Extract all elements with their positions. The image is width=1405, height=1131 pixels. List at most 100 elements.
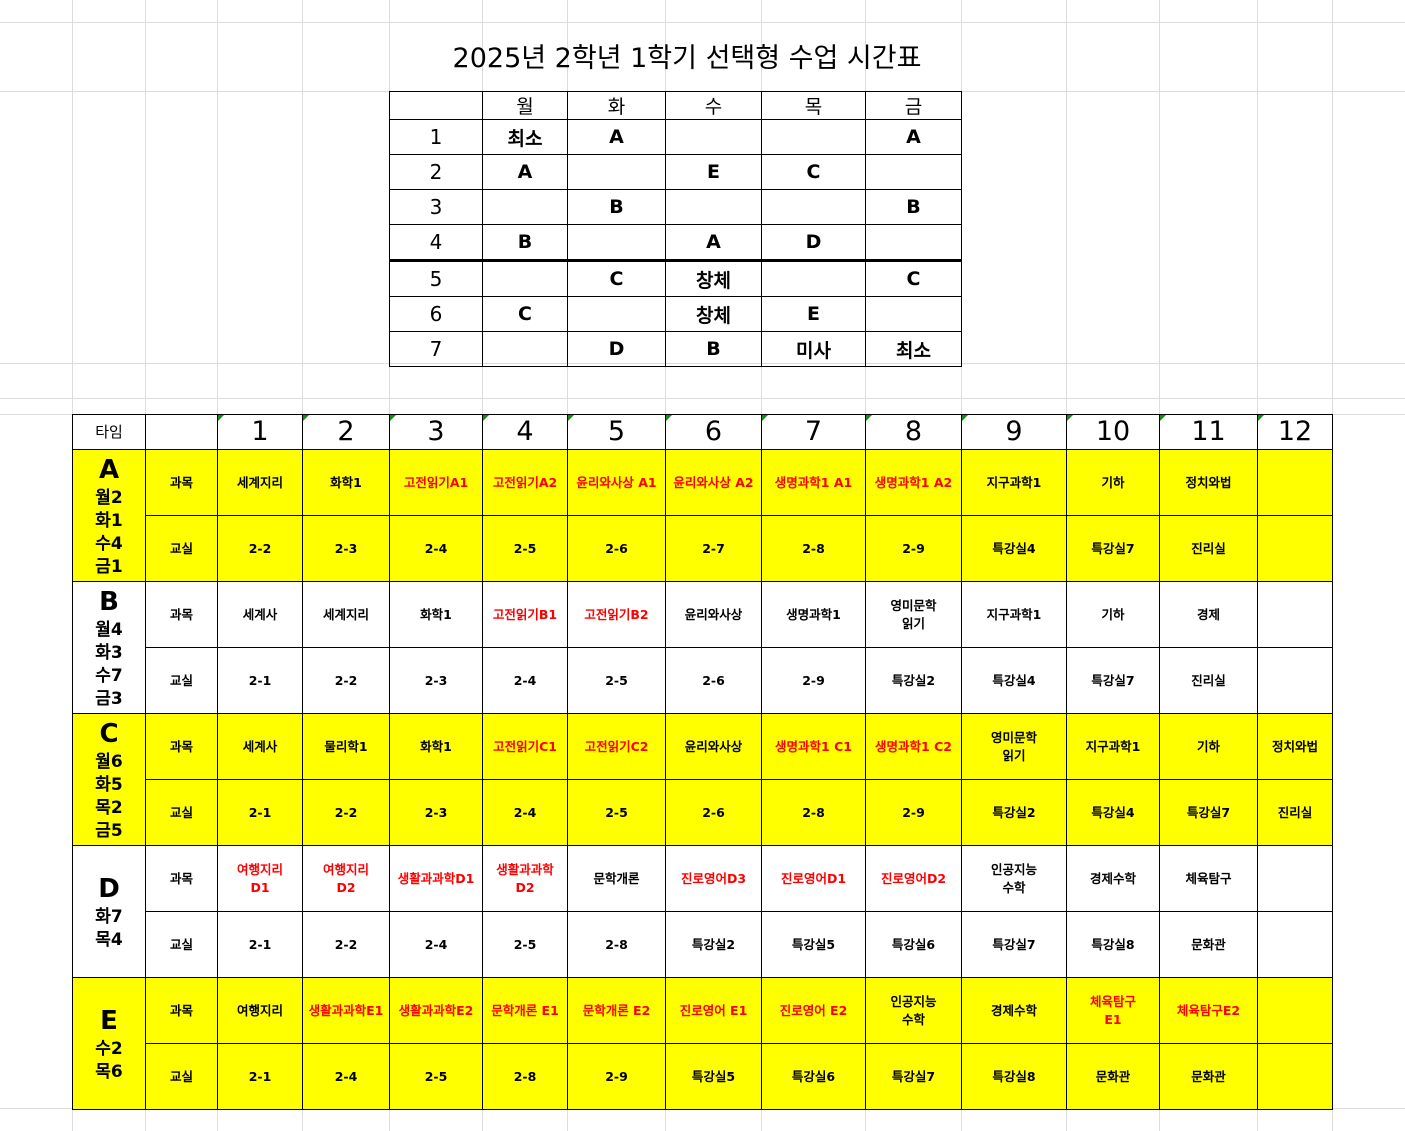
subject-cell[interactable]: 체육탐구 bbox=[1159, 845, 1258, 912]
subject-cell[interactable]: 고전읽기B1 bbox=[482, 581, 568, 648]
subject-cell[interactable]: 영미문학 읽기 bbox=[865, 581, 962, 648]
room-cell[interactable]: 2-6 bbox=[665, 647, 762, 714]
room-cell[interactable]: 특강실7 bbox=[1066, 515, 1160, 582]
subject-cell[interactable]: 생활과과학E2 bbox=[389, 977, 483, 1044]
room-cell[interactable]: 2-5 bbox=[482, 911, 568, 978]
timetable-cell[interactable]: C bbox=[567, 259, 666, 297]
room-cell[interactable]: 문화관 bbox=[1159, 1043, 1258, 1110]
room-cell[interactable] bbox=[1257, 647, 1333, 714]
subject-cell[interactable]: 진로영어 E2 bbox=[761, 977, 866, 1044]
timetable-cell[interactable]: A bbox=[567, 119, 666, 155]
subject-cell[interactable]: 고전읽기C2 bbox=[567, 713, 666, 780]
timetable-cell[interactable] bbox=[665, 119, 762, 155]
timetable-cell[interactable]: B bbox=[482, 224, 568, 261]
room-cell[interactable]: 특강실4 bbox=[1066, 779, 1160, 846]
subject-cell[interactable]: 진로영어D1 bbox=[761, 845, 866, 912]
room-cell[interactable]: 2-4 bbox=[482, 779, 568, 846]
room-cell[interactable] bbox=[1257, 515, 1333, 582]
room-cell[interactable]: 2-2 bbox=[302, 911, 390, 978]
subject-cell[interactable]: 생활과과학E1 bbox=[302, 977, 390, 1044]
room-cell[interactable]: 2-1 bbox=[217, 779, 303, 846]
timetable-cell[interactable] bbox=[567, 296, 666, 332]
subject-cell[interactable]: 기하 bbox=[1066, 449, 1160, 516]
timetable-cell[interactable]: A bbox=[665, 224, 762, 261]
room-cell[interactable]: 특강실7 bbox=[961, 911, 1067, 978]
subject-cell[interactable]: 윤리와사상 bbox=[665, 581, 762, 648]
timetable-cell[interactable]: D bbox=[761, 224, 866, 261]
room-cell[interactable]: 2-5 bbox=[389, 1043, 483, 1110]
subject-cell[interactable]: 기하 bbox=[1159, 713, 1258, 780]
subject-cell[interactable]: 문학개론 bbox=[567, 845, 666, 912]
subject-cell[interactable]: 물리학1 bbox=[302, 713, 390, 780]
subject-cell[interactable]: 세계사 bbox=[217, 581, 303, 648]
timetable-cell[interactable] bbox=[761, 189, 866, 225]
room-cell[interactable]: 특강실6 bbox=[865, 911, 962, 978]
subject-cell[interactable]: 윤리와사상 A2 bbox=[665, 449, 762, 516]
room-cell[interactable]: 2-1 bbox=[217, 647, 303, 714]
room-cell[interactable]: 2-5 bbox=[567, 779, 666, 846]
subject-cell[interactable]: 생명과학1 C2 bbox=[865, 713, 962, 780]
room-cell[interactable]: 특강실4 bbox=[961, 515, 1067, 582]
timetable-cell[interactable] bbox=[761, 259, 866, 297]
subject-cell[interactable]: 지구과학1 bbox=[961, 581, 1067, 648]
subject-cell[interactable]: 기하 bbox=[1066, 581, 1160, 648]
subject-cell[interactable]: 체육탐구E2 bbox=[1159, 977, 1258, 1044]
subject-cell[interactable]: 정치와법 bbox=[1159, 449, 1258, 516]
timetable-cell[interactable]: C bbox=[865, 259, 962, 297]
timetable-cell[interactable] bbox=[865, 154, 962, 190]
timetable-cell[interactable] bbox=[567, 154, 666, 190]
subject-cell[interactable]: 지구과학1 bbox=[961, 449, 1067, 516]
subject-cell[interactable]: 생명과학1 C1 bbox=[761, 713, 866, 780]
room-cell[interactable]: 진리실 bbox=[1159, 515, 1258, 582]
room-cell[interactable]: 특강실7 bbox=[865, 1043, 962, 1110]
timetable-cell[interactable]: C bbox=[761, 154, 866, 190]
subject-cell[interactable]: 세계지리 bbox=[217, 449, 303, 516]
timetable-cell[interactable] bbox=[665, 189, 762, 225]
subject-cell[interactable]: 생명과학1 bbox=[761, 581, 866, 648]
timetable-cell[interactable]: 최소 bbox=[482, 119, 568, 155]
room-cell[interactable]: 진리실 bbox=[1257, 779, 1333, 846]
timetable-cell[interactable]: C bbox=[482, 296, 568, 332]
subject-cell[interactable]: 경제 bbox=[1159, 581, 1258, 648]
timetable-cell[interactable] bbox=[482, 189, 568, 225]
timetable-cell[interactable] bbox=[482, 259, 568, 297]
subject-cell[interactable]: 윤리와사상 A1 bbox=[567, 449, 666, 516]
room-cell[interactable]: 2-6 bbox=[665, 779, 762, 846]
room-cell[interactable]: 2-9 bbox=[567, 1043, 666, 1110]
room-cell[interactable]: 문화관 bbox=[1066, 1043, 1160, 1110]
subject-cell[interactable]: 인공지능 수학 bbox=[961, 845, 1067, 912]
timetable-cell[interactable]: A bbox=[482, 154, 568, 190]
subject-cell[interactable] bbox=[1257, 977, 1333, 1044]
timetable-cell[interactable] bbox=[865, 224, 962, 261]
room-cell[interactable]: 2-9 bbox=[865, 779, 962, 846]
subject-cell[interactable]: 지구과학1 bbox=[1066, 713, 1160, 780]
timetable-cell[interactable] bbox=[482, 331, 568, 367]
timetable-cell[interactable] bbox=[567, 224, 666, 261]
timetable-cell[interactable]: D bbox=[567, 331, 666, 367]
room-cell[interactable]: 특강실2 bbox=[865, 647, 962, 714]
subject-cell[interactable]: 정치와법 bbox=[1257, 713, 1333, 780]
subject-cell[interactable]: 고전읽기C1 bbox=[482, 713, 568, 780]
room-cell[interactable]: 2-2 bbox=[217, 515, 303, 582]
room-cell[interactable]: 특강실8 bbox=[1066, 911, 1160, 978]
room-cell[interactable]: 2-3 bbox=[389, 647, 483, 714]
timetable-cell[interactable]: B bbox=[665, 331, 762, 367]
subject-cell[interactable]: 문학개론 E1 bbox=[482, 977, 568, 1044]
timetable-cell[interactable]: E bbox=[761, 296, 866, 332]
room-cell[interactable]: 특강실4 bbox=[961, 647, 1067, 714]
subject-cell[interactable]: 여행지리 D2 bbox=[302, 845, 390, 912]
room-cell[interactable]: 2-9 bbox=[865, 515, 962, 582]
room-cell[interactable]: 2-3 bbox=[389, 779, 483, 846]
room-cell[interactable]: 2-8 bbox=[761, 515, 866, 582]
subject-cell[interactable] bbox=[1257, 449, 1333, 516]
subject-cell[interactable]: 체육탐구 E1 bbox=[1066, 977, 1160, 1044]
room-cell[interactable]: 2-1 bbox=[217, 911, 303, 978]
subject-cell[interactable]: 인공지능 수학 bbox=[865, 977, 962, 1044]
timetable-cell[interactable]: B bbox=[865, 189, 962, 225]
room-cell[interactable]: 2-5 bbox=[567, 647, 666, 714]
subject-cell[interactable]: 여행지리 bbox=[217, 977, 303, 1044]
room-cell[interactable]: 2-1 bbox=[217, 1043, 303, 1110]
subject-cell[interactable]: 문학개론 E2 bbox=[567, 977, 666, 1044]
subject-cell[interactable]: 생명과학1 A2 bbox=[865, 449, 962, 516]
room-cell[interactable]: 2-6 bbox=[567, 515, 666, 582]
